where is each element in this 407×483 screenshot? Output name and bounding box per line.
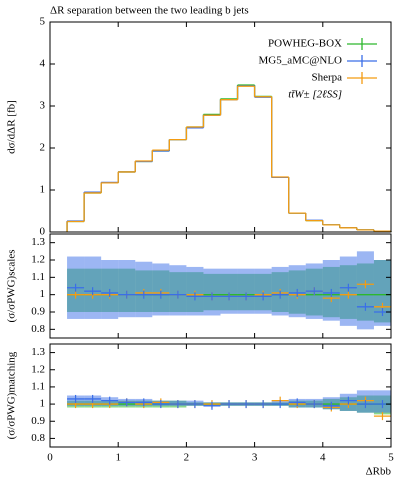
plot-frame xyxy=(49,343,392,448)
uncertainty-band xyxy=(220,268,238,314)
y-tick-label: 1.3 xyxy=(31,236,45,248)
plot-frame xyxy=(49,233,392,339)
x-axis-label: ΔRbb xyxy=(366,466,392,478)
y-tick-label: 4 xyxy=(40,58,46,70)
y-axis-label: (σ/σPWG)scales xyxy=(6,250,18,323)
y-tick-label: 1 xyxy=(40,398,46,410)
uncertainty-band xyxy=(118,260,136,318)
y-axis-label: (σ/σPWG)matching xyxy=(6,351,18,439)
y-tick-label: 1.2 xyxy=(31,254,45,266)
plot-frame xyxy=(49,21,392,233)
uncertainty-band xyxy=(169,265,187,316)
y-tick-label: 1.1 xyxy=(31,271,45,283)
x-tick-label: 3 xyxy=(252,452,258,464)
legend-label: Sherpa xyxy=(311,72,342,84)
annotation: tt̄W± [2ℓSS] xyxy=(288,89,342,101)
legend-label: POWHEG-BOX xyxy=(268,38,342,50)
y-tick-label: 1.2 xyxy=(31,363,45,375)
uncertainty-band xyxy=(356,251,374,330)
y-tick-label: 1.1 xyxy=(31,380,45,392)
y-tick-label: 1.3 xyxy=(31,346,45,358)
y-tick-label: 0 xyxy=(40,226,46,238)
y-tick-label: 0.9 xyxy=(31,415,45,427)
y-tick-label: 0.8 xyxy=(31,432,45,444)
y-tick-label: 1 xyxy=(40,184,46,196)
y-tick-label: 1 xyxy=(40,288,46,300)
legend-label: MG5_aMC@NLO xyxy=(259,55,343,67)
x-tick-label: 5 xyxy=(388,452,394,464)
y-tick-label: 2 xyxy=(40,142,46,154)
uncertainty-band xyxy=(373,260,391,326)
x-tick-label: 1 xyxy=(115,452,121,464)
y-tick-label: 3 xyxy=(40,100,46,112)
x-tick-label: 4 xyxy=(320,452,326,464)
y-tick-label: 0.9 xyxy=(31,306,45,318)
x-tick-label: 0 xyxy=(47,452,53,464)
uncertainty-band xyxy=(237,268,255,314)
y-axis-label: dσ/dΔR [fb] xyxy=(6,100,18,154)
y-tick-label: 0.8 xyxy=(31,323,45,335)
y-tick-label: 5 xyxy=(40,16,46,28)
chart-title: ΔR separation between the two leading b … xyxy=(50,5,249,17)
uncertainty-band xyxy=(203,268,221,316)
x-tick-label: 2 xyxy=(184,452,190,464)
